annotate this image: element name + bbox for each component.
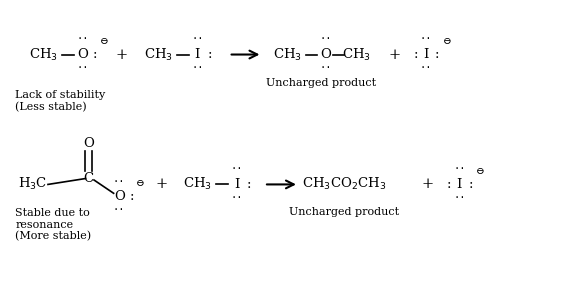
Text: CH$_3$CO$_2$CH$_3$: CH$_3$CO$_2$CH$_3$ — [302, 176, 386, 193]
Text: :: : — [129, 190, 134, 203]
Text: ··: ·· — [453, 193, 466, 203]
Text: :: : — [93, 48, 98, 61]
Text: ··: ·· — [230, 193, 243, 203]
Text: O: O — [83, 136, 94, 150]
Text: Lack of stability
(Less stable): Lack of stability (Less stable) — [15, 90, 105, 112]
Text: :: : — [435, 48, 439, 61]
Text: +: + — [388, 47, 400, 61]
Text: H$_3$C: H$_3$C — [17, 176, 47, 193]
Text: +: + — [116, 47, 128, 61]
Text: :: : — [413, 48, 418, 61]
Text: CH$_3$: CH$_3$ — [342, 46, 371, 63]
Text: C: C — [83, 172, 94, 185]
Text: ··: ·· — [113, 204, 126, 215]
Text: ⊖: ⊖ — [100, 37, 108, 46]
Text: ··: ·· — [320, 34, 332, 44]
Text: CH$_3$: CH$_3$ — [29, 46, 58, 63]
Text: ··: ·· — [453, 164, 466, 174]
Text: :: : — [447, 178, 452, 191]
Text: ··: ·· — [77, 63, 89, 73]
Text: ⊖: ⊖ — [443, 37, 451, 46]
Text: CH$_3$: CH$_3$ — [183, 176, 212, 193]
Text: ··: ·· — [191, 34, 204, 44]
Text: I: I — [195, 48, 200, 61]
Text: ··: ·· — [420, 34, 432, 44]
Text: ⊖: ⊖ — [136, 179, 145, 188]
Text: Uncharged product: Uncharged product — [266, 77, 376, 88]
Text: I: I — [457, 178, 462, 191]
Text: ··: ·· — [230, 164, 243, 174]
Text: Uncharged product: Uncharged product — [289, 207, 399, 218]
Text: CH$_3$: CH$_3$ — [273, 46, 302, 63]
Text: ··: ·· — [113, 177, 126, 187]
Text: ··: ·· — [320, 63, 332, 73]
Text: ··: ·· — [420, 63, 432, 73]
Text: ⊖: ⊖ — [476, 167, 485, 176]
Text: O: O — [114, 190, 125, 203]
Text: O: O — [77, 48, 88, 61]
Text: Stable due to
resonance
(More stable): Stable due to resonance (More stable) — [15, 208, 91, 242]
Text: O: O — [320, 48, 331, 61]
Text: I: I — [234, 178, 239, 191]
Text: ··: ·· — [191, 63, 204, 73]
Text: +: + — [155, 177, 168, 191]
Text: ··: ·· — [77, 34, 89, 44]
Text: :: : — [208, 48, 212, 61]
Text: I: I — [423, 48, 429, 61]
Text: :: : — [468, 178, 473, 191]
Text: :: : — [246, 178, 251, 191]
Text: CH$_3$: CH$_3$ — [144, 46, 173, 63]
Text: +: + — [422, 177, 434, 191]
